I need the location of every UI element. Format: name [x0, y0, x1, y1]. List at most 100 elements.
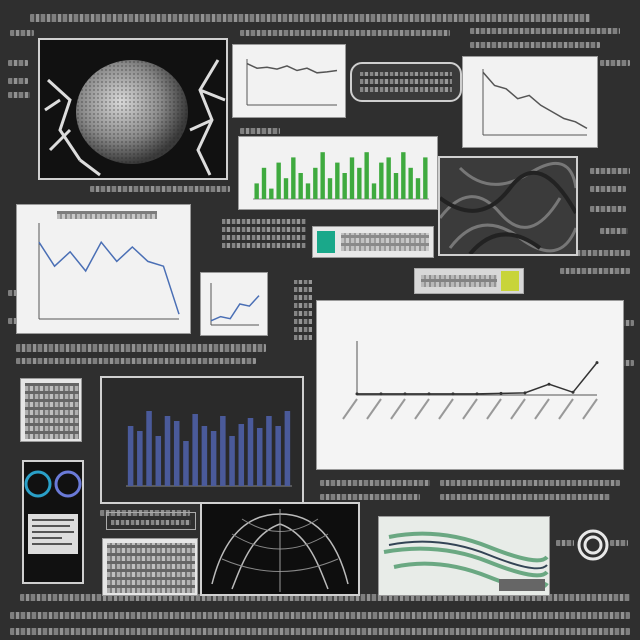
x-tick-mark	[462, 398, 478, 420]
bar	[386, 157, 391, 199]
series-line	[210, 295, 260, 322]
left-text-strip	[294, 280, 312, 340]
bar	[261, 167, 267, 199]
bar	[284, 411, 291, 486]
streak-image	[379, 517, 549, 595]
bar	[342, 173, 347, 199]
series-line	[357, 362, 598, 395]
bar	[401, 152, 406, 199]
bar	[379, 162, 384, 199]
data-point	[403, 392, 407, 396]
bar	[320, 152, 325, 199]
bar	[276, 162, 281, 199]
bar	[173, 421, 180, 486]
bar	[146, 411, 152, 486]
small-inset-chart	[210, 283, 260, 326]
bar	[305, 183, 311, 199]
series-line	[246, 62, 338, 74]
bar	[335, 162, 340, 199]
toolbar-strip	[350, 62, 462, 102]
yellow-widget-panel	[414, 268, 524, 294]
series-line	[482, 71, 588, 130]
data-point	[547, 382, 551, 386]
x-tick-mark	[534, 398, 550, 420]
bar	[327, 178, 333, 199]
green-bar-chart	[253, 152, 429, 200]
small-inset-chart-panel	[200, 272, 268, 336]
bar	[364, 152, 369, 199]
bar	[164, 416, 171, 486]
text-document-panel	[20, 378, 82, 442]
bar	[371, 183, 377, 199]
bar	[349, 157, 355, 199]
big-line-chart-panel	[316, 300, 624, 470]
bar	[183, 441, 189, 486]
x-tick-mark	[582, 398, 598, 420]
top-line-chart	[246, 59, 338, 106]
bar	[201, 426, 208, 486]
x-tick-mark	[342, 398, 358, 420]
green-bar-chart-panel	[238, 136, 438, 210]
green-square-icon	[317, 231, 335, 253]
dark-photo	[440, 158, 576, 254]
big-line-chart	[342, 341, 599, 420]
bar	[210, 431, 217, 486]
streak-image-panel	[378, 516, 550, 596]
data-point	[427, 392, 431, 396]
wireframe-image-panel	[200, 502, 360, 596]
ring-icon	[576, 528, 610, 562]
bar	[266, 416, 272, 486]
bar	[269, 188, 274, 199]
bar	[155, 436, 162, 486]
blue-bar-chart-panel	[100, 376, 304, 504]
x-tick-mark	[486, 398, 502, 420]
wireframe-image	[211, 509, 349, 592]
descending-chart-panel	[462, 56, 598, 148]
bar	[291, 157, 296, 199]
x-tick-mark	[414, 398, 430, 420]
bar	[408, 167, 413, 199]
x-tick-mark	[558, 398, 574, 420]
bar	[238, 424, 245, 486]
dark-photo-panel	[438, 156, 578, 256]
bar	[423, 157, 428, 199]
bar	[192, 414, 198, 486]
bar	[357, 167, 362, 199]
x-tick-mark	[510, 398, 526, 420]
lined-document-panel	[102, 538, 198, 596]
bar	[137, 431, 143, 486]
data-point	[355, 392, 359, 396]
left-line-chart	[38, 223, 180, 320]
data-point	[475, 392, 479, 396]
bar	[229, 436, 235, 486]
data-point	[499, 391, 503, 395]
bar	[220, 416, 226, 486]
bar	[393, 173, 399, 199]
left-line-chart-panel	[16, 204, 191, 334]
x-tick-mark	[438, 398, 454, 420]
doc-header-block	[106, 512, 196, 530]
yellow-square-icon	[501, 271, 519, 291]
blue-bar-chart	[102, 378, 302, 502]
bar	[298, 173, 303, 199]
bar	[283, 178, 289, 199]
x-tick-mark	[366, 398, 382, 420]
device-panel	[22, 460, 84, 584]
teal-widget-panel	[312, 226, 434, 258]
descending-chart	[482, 69, 588, 136]
sphere-image	[40, 40, 226, 178]
bar	[415, 178, 421, 199]
bar	[254, 183, 259, 199]
bar	[275, 426, 281, 486]
x-tick-mark	[390, 398, 406, 420]
bar	[247, 418, 254, 486]
middle-text-block	[222, 218, 306, 248]
top-line-chart-panel	[232, 44, 346, 118]
data-point	[379, 392, 383, 396]
data-point	[595, 361, 599, 365]
series-line	[38, 240, 180, 315]
bar	[127, 426, 134, 486]
sphere-image-panel	[38, 38, 228, 180]
device-screen	[24, 470, 82, 554]
bar	[256, 428, 263, 486]
